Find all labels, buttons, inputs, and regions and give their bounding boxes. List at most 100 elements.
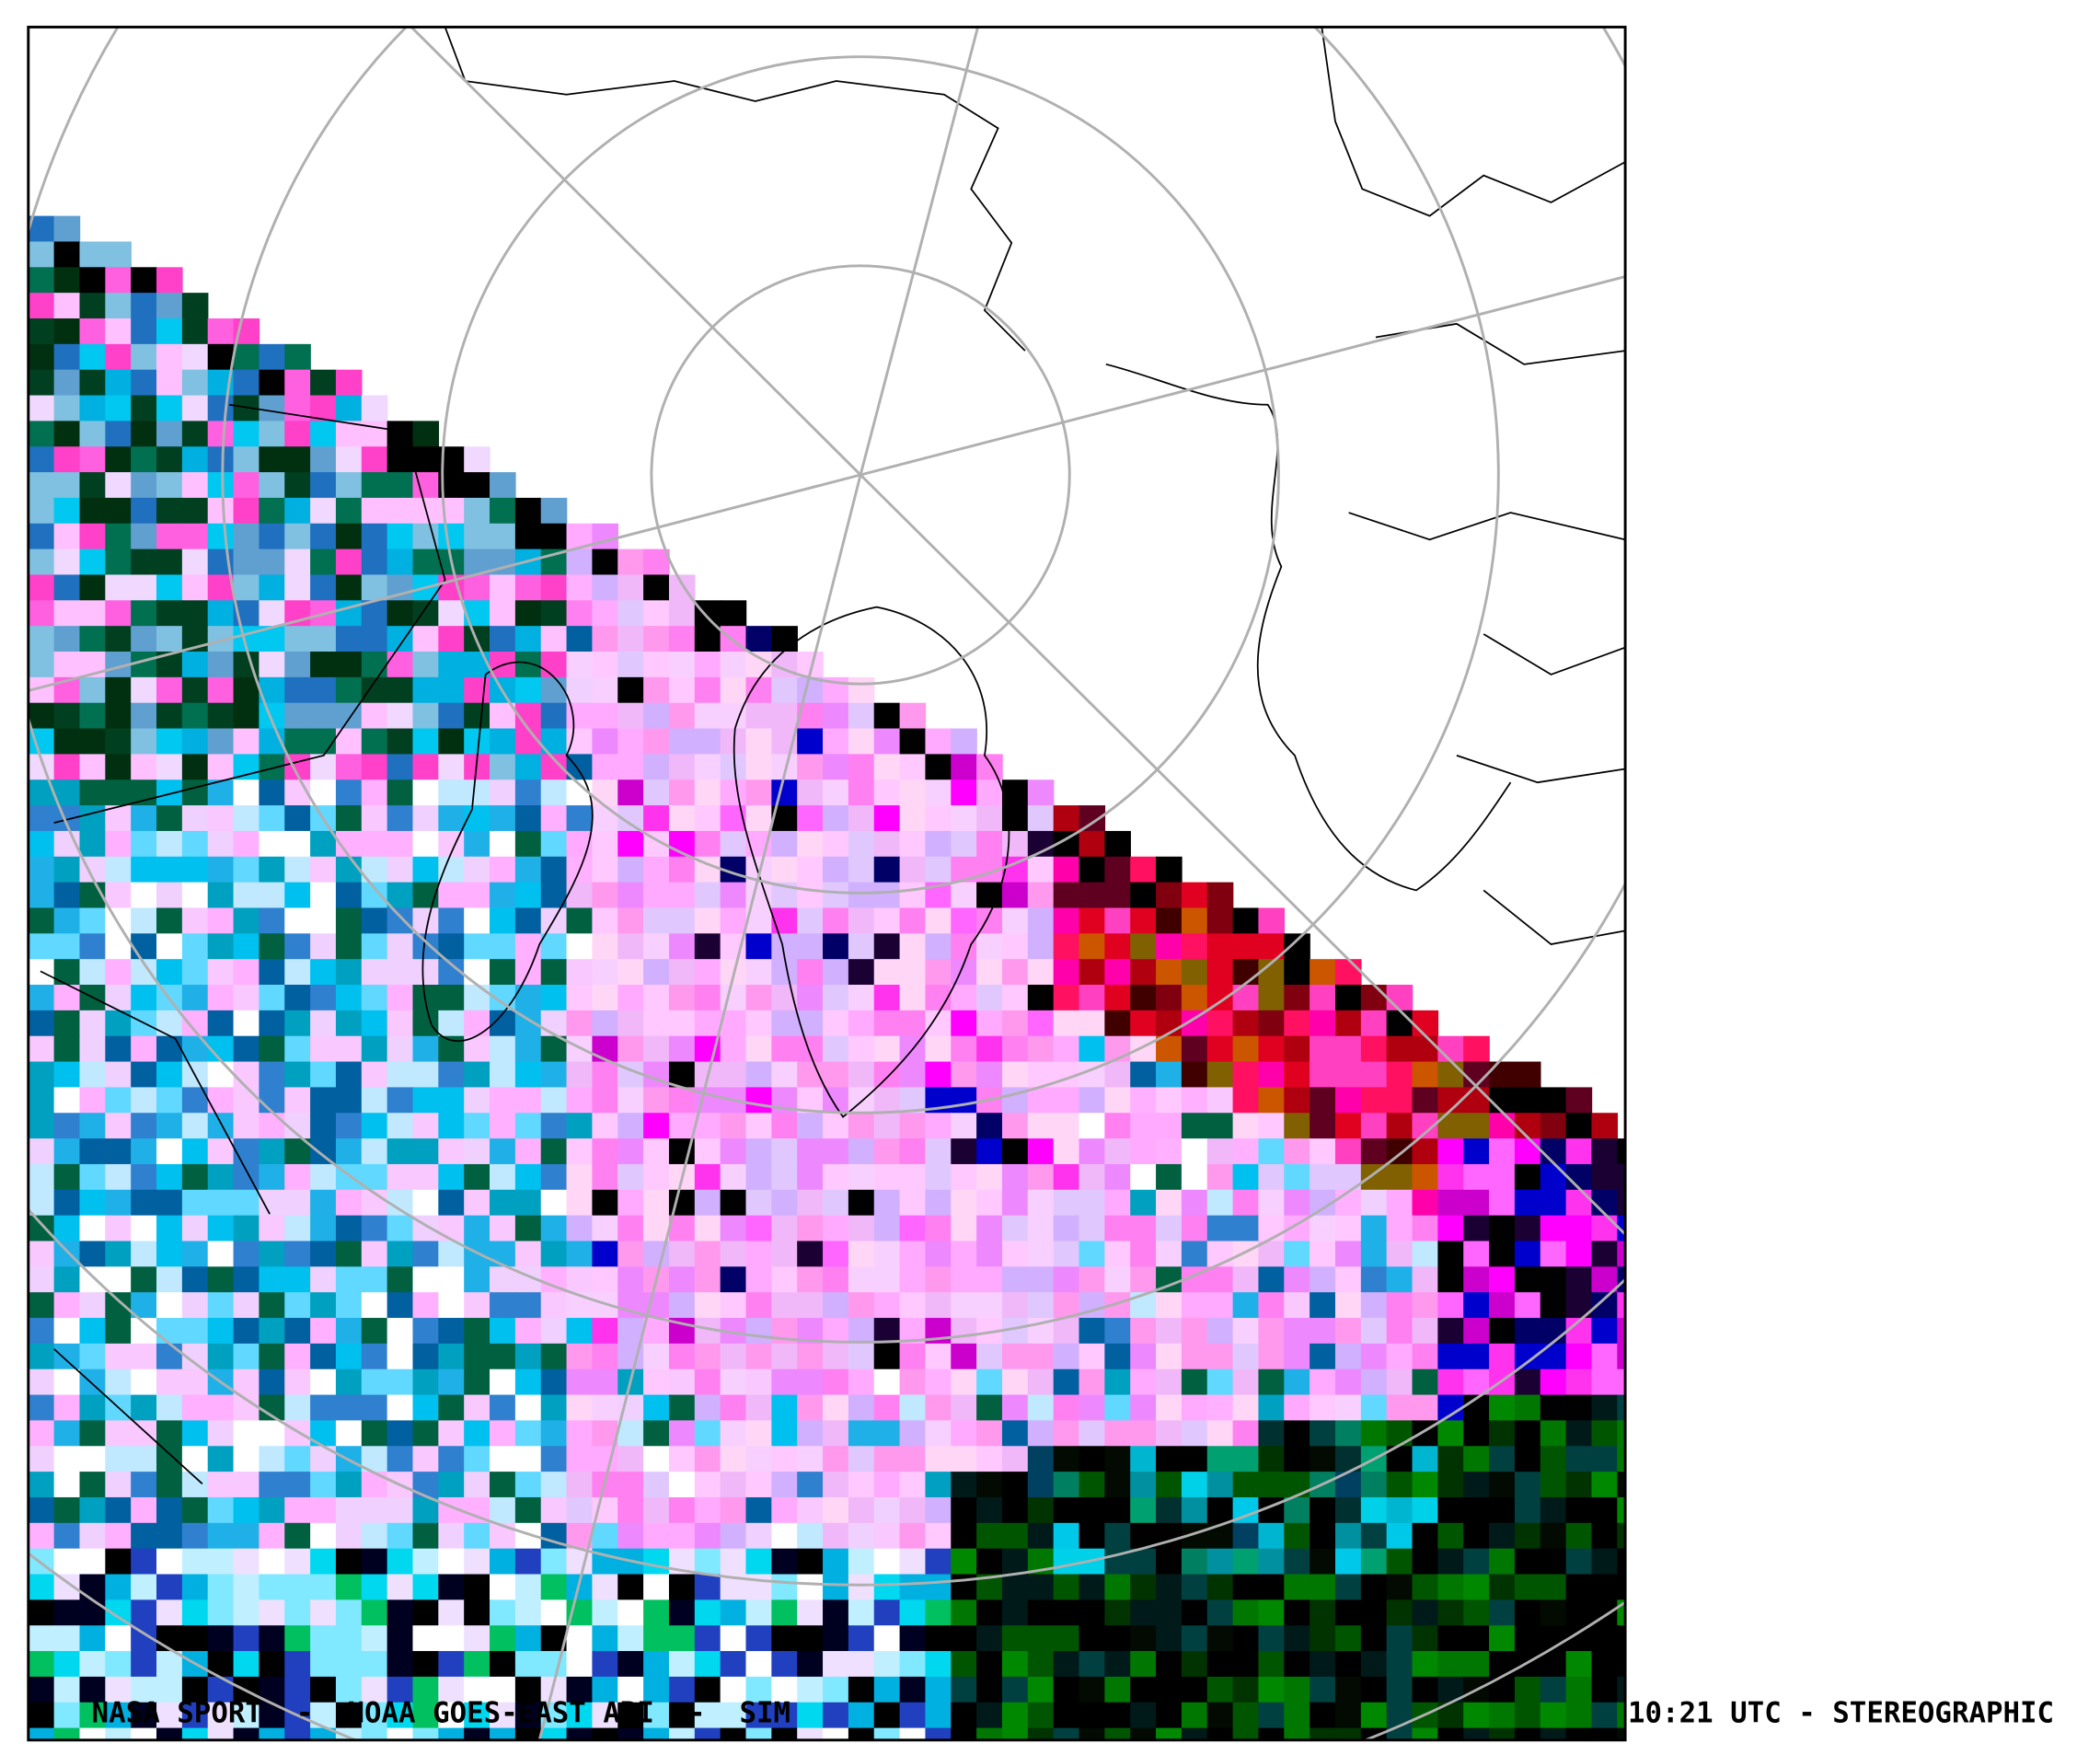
pixel xyxy=(284,1394,311,1422)
pixel xyxy=(1104,1625,1131,1652)
pixel xyxy=(207,421,235,447)
pixel xyxy=(668,1625,696,1652)
pixel xyxy=(387,676,414,704)
pixel xyxy=(438,1548,465,1576)
pixel xyxy=(1386,1496,1413,1524)
pixel xyxy=(848,779,875,806)
pixel xyxy=(514,676,542,704)
pixel xyxy=(1463,1472,1490,1498)
pixel xyxy=(1514,1292,1541,1319)
pixel xyxy=(617,1010,644,1037)
pixel xyxy=(643,600,670,627)
pixel xyxy=(617,1113,644,1139)
pixel xyxy=(514,1035,542,1063)
pixel xyxy=(1027,779,1055,806)
pixel xyxy=(745,1138,773,1165)
pixel xyxy=(873,1368,901,1396)
pixel xyxy=(207,1522,235,1550)
pixel xyxy=(284,1727,311,1740)
pixel xyxy=(720,1522,747,1550)
pixel xyxy=(668,959,696,986)
pixel xyxy=(1591,1727,1619,1740)
pixel xyxy=(694,1548,721,1576)
pixel xyxy=(976,1446,1003,1472)
pixel xyxy=(823,1522,849,1550)
pixel xyxy=(1565,1420,1593,1447)
pixel xyxy=(1232,1472,1260,1498)
pixel xyxy=(873,1266,901,1293)
pixel xyxy=(797,907,824,935)
pixel xyxy=(1284,1035,1310,1063)
pixel xyxy=(720,1625,747,1652)
pixel xyxy=(259,959,285,986)
pixel xyxy=(156,421,183,447)
pixel xyxy=(514,1343,542,1370)
pixel xyxy=(438,523,465,550)
pixel xyxy=(1514,1087,1541,1114)
pixel xyxy=(156,446,183,473)
pixel xyxy=(490,497,516,525)
pixel xyxy=(848,830,875,858)
pixel xyxy=(823,985,849,1011)
pixel xyxy=(1181,1241,1208,1268)
pixel xyxy=(976,1343,1003,1370)
pixel xyxy=(207,1574,235,1601)
pixel xyxy=(53,1010,81,1037)
pixel xyxy=(412,421,440,447)
pixel xyxy=(79,1113,107,1139)
pixel xyxy=(1206,1266,1234,1293)
pixel xyxy=(1232,1138,1260,1165)
pixel xyxy=(310,959,337,986)
pixel xyxy=(951,1010,977,1037)
pixel xyxy=(694,1446,721,1472)
pixel xyxy=(53,215,81,243)
pixel xyxy=(745,933,773,960)
pixel xyxy=(1130,1625,1157,1652)
pixel xyxy=(490,1163,516,1191)
pixel xyxy=(156,959,183,986)
pixel xyxy=(1591,1138,1619,1165)
pixel xyxy=(643,882,670,909)
pixel xyxy=(1360,1522,1388,1550)
pixel xyxy=(28,907,55,935)
pixel xyxy=(310,523,337,550)
pixel xyxy=(207,318,235,345)
pixel xyxy=(720,754,747,780)
pixel xyxy=(1258,1368,1286,1396)
pixel xyxy=(284,1343,311,1370)
pixel xyxy=(1181,1368,1208,1396)
pixel xyxy=(464,1522,490,1550)
pixel xyxy=(951,1318,977,1345)
pixel xyxy=(464,472,490,499)
pixel xyxy=(1284,1702,1310,1729)
pixel xyxy=(643,1676,670,1703)
pixel xyxy=(566,882,594,909)
pixel xyxy=(412,1574,440,1601)
pixel xyxy=(1489,1625,1516,1652)
pixel xyxy=(566,1215,594,1242)
pixel xyxy=(1591,1241,1619,1268)
pixel xyxy=(1001,959,1029,986)
pixel xyxy=(1437,1472,1464,1498)
pixel xyxy=(745,1420,773,1447)
pixel xyxy=(873,856,901,883)
pixel xyxy=(310,446,337,473)
pixel xyxy=(1360,1676,1388,1703)
pixel xyxy=(797,805,824,832)
pixel xyxy=(335,1087,363,1114)
pixel xyxy=(181,523,209,550)
pixel xyxy=(284,626,311,652)
pixel xyxy=(566,1702,594,1729)
pixel xyxy=(438,907,465,935)
pixel xyxy=(79,1548,107,1576)
pixel xyxy=(951,1343,977,1370)
pixel xyxy=(797,1292,824,1319)
pixel xyxy=(1104,907,1131,935)
pixel xyxy=(1617,1599,1626,1626)
pixel xyxy=(412,1368,440,1396)
pixel xyxy=(720,1266,747,1293)
pixel xyxy=(1284,933,1310,960)
pixel xyxy=(566,1676,594,1703)
pixel xyxy=(1412,1446,1439,1472)
pixel xyxy=(105,1420,132,1447)
